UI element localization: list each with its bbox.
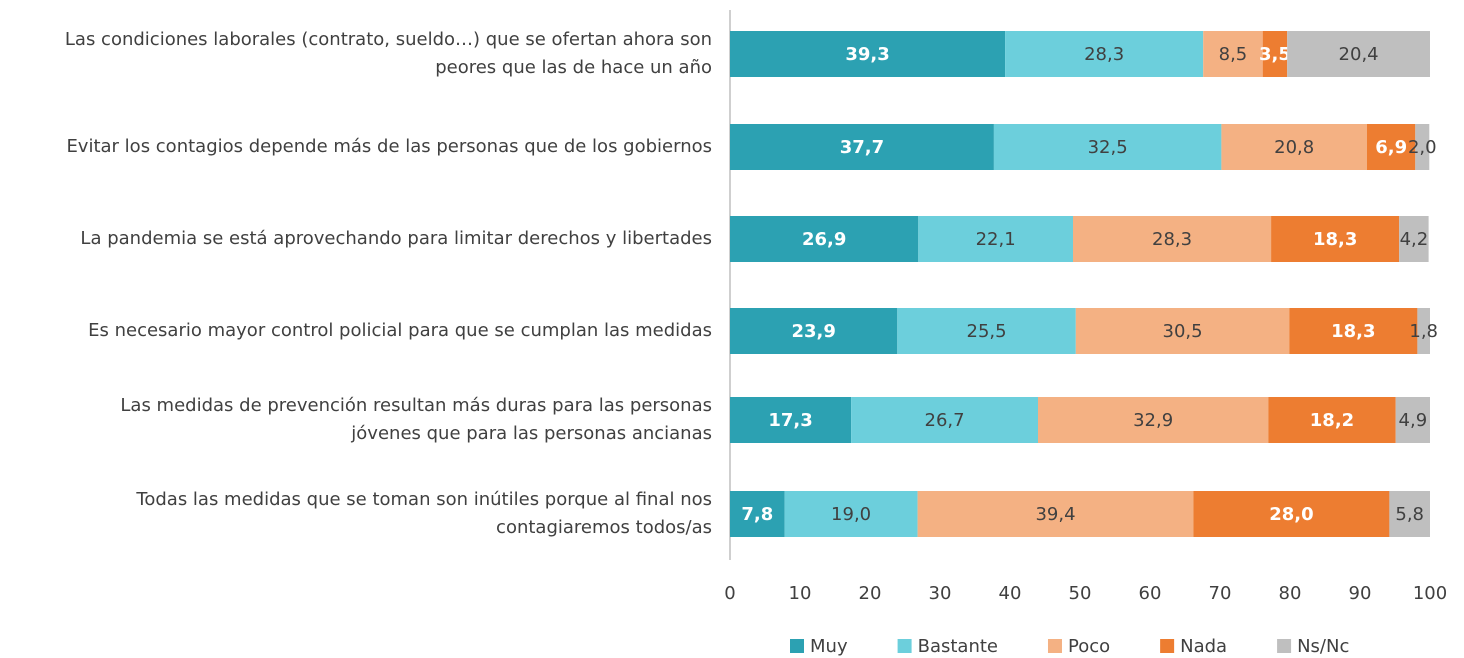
bar-segment [1395,397,1430,443]
x-tick-label: 60 [1139,583,1162,604]
legend-swatch [1277,639,1292,653]
bar-segment [1203,31,1263,77]
x-tick-label: 40 [999,583,1022,604]
category-label: Las condiciones laborales (contrato, sue… [64,29,712,78]
x-tick-label: 90 [1349,583,1372,604]
legend-swatch [790,639,804,653]
value-label: 4,2 [1400,229,1429,250]
value-label: 25,5 [967,321,1007,342]
bar-segment [730,308,898,354]
x-tick-label: 100 [1413,583,1447,604]
value-label: 4,9 [1399,410,1428,431]
bar-segment [1399,216,1429,262]
x-tick-label: 10 [789,583,812,604]
value-label: 8,5 [1219,44,1248,65]
legend-label: Nada [1180,636,1227,657]
value-label: 18,3 [1313,229,1357,250]
bar-segment [1415,124,1430,170]
bar-segment [1075,308,1290,354]
bar-segment [1038,397,1269,443]
category-label: Es necesario mayor control policial para… [88,320,712,341]
category-label: Las medidas de prevención resultan más d… [120,395,712,444]
value-label: 28,3 [1152,229,1192,250]
x-tick-label: 0 [724,583,735,604]
value-label: 32,9 [1133,410,1173,431]
category-label: La pandemia se está aprovechando para li… [80,228,712,249]
bar-segment [1073,216,1272,262]
value-label: 26,9 [802,229,846,250]
value-label: 2,0 [1408,137,1437,158]
value-label: 5,8 [1395,504,1424,525]
bar-segment [918,216,1073,262]
bar-segment [1289,308,1418,354]
value-label: 39,3 [845,44,889,65]
value-label: 18,3 [1331,321,1375,342]
legend-label: Bastante [918,636,998,657]
value-label: 26,7 [925,410,965,431]
x-tick-label: 80 [1279,583,1302,604]
x-tick-label: 30 [929,583,952,604]
category-label: Evitar los contagios depende más de las … [66,136,712,157]
bar-segment [730,124,994,170]
bar-segment [1367,124,1416,170]
x-tick-label: 50 [1069,583,1092,604]
bar-segment [1221,124,1367,170]
bar-segment [897,308,1076,354]
bar-segment [1271,216,1400,262]
bar-segment [1287,31,1430,77]
legend-swatch [897,639,912,653]
category-label: Todas las medidas que se toman son inúti… [136,489,712,538]
value-label: 23,9 [791,321,835,342]
bar-segment [1268,397,1396,443]
bar-segment [730,491,785,537]
x-tick-label: 20 [859,583,882,604]
value-label: 1,8 [1409,321,1438,342]
bar-segment [917,491,1194,537]
bar-segment [1005,31,1204,77]
bar-segment [784,491,918,537]
value-label: 6,9 [1375,137,1407,158]
legend-swatch [1160,639,1175,653]
value-label: 28,0 [1269,504,1313,525]
value-label: 37,7 [840,137,884,158]
x-tick-label: 70 [1209,583,1232,604]
bar-segment [730,397,852,443]
value-label: 32,5 [1088,137,1128,158]
value-label: 22,1 [976,229,1016,250]
bar-segment [730,31,1006,77]
value-label: 17,3 [768,410,812,431]
value-label: 39,4 [1035,504,1075,525]
value-label: 3,5 [1259,44,1291,65]
bar-segment [1262,31,1288,77]
legend-label: Poco [1068,636,1110,657]
legend-label: Ns/Nc [1297,636,1349,657]
value-label: 18,2 [1310,410,1354,431]
value-label: 20,8 [1274,137,1314,158]
value-label: 19,0 [831,504,871,525]
value-label: 30,5 [1163,321,1203,342]
value-label: 20,4 [1339,44,1379,65]
bar-segment [851,397,1038,443]
legend-swatch [1047,639,1062,653]
legend-label: Muy [810,636,848,657]
bar-segment [993,124,1222,170]
bar-segment [1389,491,1430,537]
bar-segment [1193,491,1390,537]
value-label: 28,3 [1084,44,1124,65]
bar-segment [730,216,919,262]
value-label: 7,8 [741,504,773,525]
bar-segment [1417,308,1430,354]
